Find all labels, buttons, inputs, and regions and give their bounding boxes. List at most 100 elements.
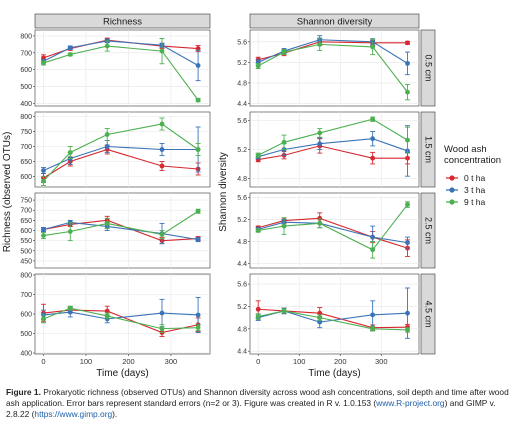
data-point [255,306,261,312]
facet-panel: 400 500 600 700 800 [20,29,211,108]
data-point [317,141,323,147]
data-point [104,221,110,226]
y-tick-label: 600 [20,174,32,181]
data-point [104,144,110,149]
legend-key-point [449,199,455,205]
y-tick-label: 4.4 [237,101,247,108]
faceted-chart: Richness Shannon diversity 0.5 cm 1.5 cm 2.5… [2,13,501,379]
y-tick-label: 500 [20,84,32,91]
data-point [370,247,376,253]
x-tick-label: 0 [256,357,260,366]
caption-text-mid: ) and GIMP v. 2.8.22 ( [6,398,496,419]
figure-caption: Figure 1. Prokaryotic richness (observed… [6,387,510,420]
x-tick-label: 200 [122,357,135,366]
y-tick-label: 600 [20,67,32,74]
data-point [41,168,46,173]
data-point [405,327,410,333]
data-point [195,325,201,331]
data-point [317,220,323,226]
facet-strip-row [420,192,436,269]
data-point [317,41,323,47]
data-point [67,52,73,57]
caption-label: Figure 1. [6,387,41,397]
y-tick-label: 400 [20,351,32,358]
data-point [67,45,73,51]
data-point [195,147,201,152]
y-axis-title-richness: Richness (observed OTUs) [2,132,13,253]
panel-background [249,29,420,107]
data-point [67,305,73,311]
legend-title: Wood ash [444,144,487,155]
data-point [255,228,261,233]
data-point [370,116,376,122]
facet-panel: 4.4 4.8 5.2 5.6 [237,192,420,269]
legend-label: 0 t ha [464,173,486,183]
y-tick-label: 5.6 [237,118,247,125]
data-point [41,233,46,238]
y-tick-label: 5.2 [237,217,247,224]
data-point [281,308,287,314]
data-point [159,232,165,237]
facet-panel: 4.8 5.2 5.6 [237,111,420,188]
facet-strip-col-label: Shannon diversity [297,17,373,28]
data-point [159,163,165,169]
y-tick-label: 4.8 [237,239,247,246]
caption-text: Prokaryotic richness (observed OTUs) and… [6,387,509,408]
data-point [159,326,165,332]
y-tick-label: 5.6 [237,39,247,46]
legend-label: 9 t ha [464,197,486,207]
data-point [370,44,376,50]
y-tick-label: 800 [20,272,32,279]
y-tick-label: 750 [20,198,32,205]
legend-label: 3 t ha [464,185,486,195]
data-point [159,48,165,54]
y-tick-label: 700 [20,208,32,215]
data-point [41,55,46,61]
data-point [405,240,410,246]
y-tick-label: 500 [20,331,32,338]
data-point [67,150,73,155]
data-point [255,152,261,158]
facet-panel: 4.4 4.8 5.2 5.6 0 100 200 300 [237,273,420,366]
y-tick-label: 400 [20,101,32,108]
y-tick-label: 450 [20,258,32,265]
caption-link-r[interactable]: www.R-project.org [376,398,445,408]
facet-strip-row [420,111,436,188]
x-tick-label: 200 [334,357,347,366]
y-tick-label: 750 [20,129,32,136]
data-point [104,308,110,314]
facet-panel: 400 500 600 700 800 0 100 200 300 [20,272,211,366]
data-point [41,60,46,66]
data-point [281,139,287,145]
facet-strip-col-label: Richness [103,17,142,28]
data-point [317,319,323,325]
y-tick-label: 800 [20,114,32,121]
facet-strip-row-label: 4.5 cm [424,300,434,327]
facet-panel: 600 650 700 750 800 [20,111,211,188]
legend-key-point [449,175,455,181]
data-point [317,215,323,221]
y-tick-label: 5.2 [237,147,247,154]
facet-panel: 4.4 4.8 5.2 5.6 [237,29,420,108]
legend-key-point [449,187,455,193]
data-point [159,121,165,127]
y-tick-label: 700 [20,292,32,299]
y-tick-label: 5.2 [237,60,247,67]
facet-strip-row-label: 2.5 cm [424,217,434,244]
caption-link-gimp[interactable]: https://www.gimp.org [34,409,113,419]
y-tick-label: 600 [20,312,32,319]
data-point [67,309,73,315]
data-point [41,316,46,322]
y-tick-label: 4.4 [237,349,247,356]
y-tick-label: 4.8 [237,176,247,183]
y-axis-title-shannon: Shannon diversity [218,152,229,232]
x-tick-label: 100 [293,357,306,366]
data-point [195,63,201,68]
data-point [317,315,323,321]
facet-panel: 450 500 550 600 650 700 750 [20,192,211,269]
data-point [405,40,410,46]
y-tick-label: 4.8 [237,326,247,333]
data-point [159,147,165,152]
legend-title: concentration [444,155,501,166]
y-tick-label: 500 [20,248,32,255]
